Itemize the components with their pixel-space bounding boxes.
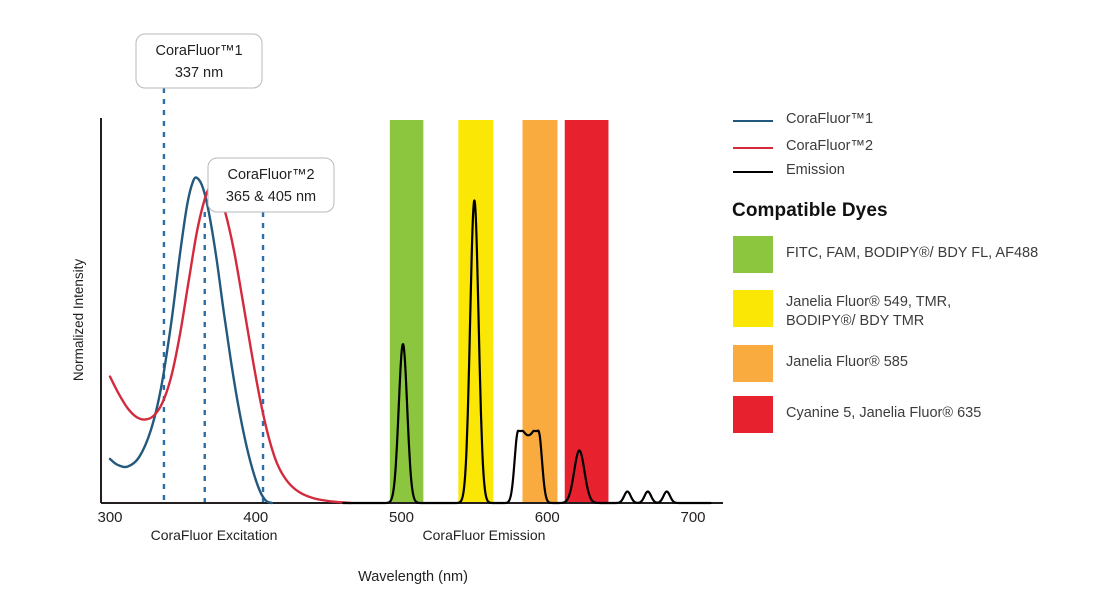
- caption-excitation: CoraFluor Excitation: [151, 527, 278, 543]
- marker-dashed-lines: [162, 88, 265, 503]
- y-axis-title: Normalized Intensity: [71, 259, 86, 382]
- x-axis-title: Wavelength (nm): [358, 569, 468, 585]
- curve-corafluor1: [108, 176, 273, 505]
- x-tick-500: 500: [389, 509, 414, 526]
- dye-label-0: FITC, FAM, BODIPY®/ BDY FL, AF488: [786, 245, 1039, 261]
- legend-label-2: Emission: [786, 162, 845, 178]
- dye-swatch-2: [733, 345, 773, 382]
- callout-2-line1: CoraFluor™2: [227, 167, 314, 183]
- dye-swatch-3: [733, 396, 773, 433]
- legend-line-1: [733, 147, 773, 149]
- x-tick-300: 300: [97, 509, 122, 526]
- caption-emission: CoraFluor Emission: [423, 527, 546, 543]
- color-bands: [389, 120, 609, 503]
- curve-emission: [342, 199, 712, 505]
- callout-box-1: [135, 33, 263, 89]
- legend-label-0: CoraFluor™1: [786, 111, 874, 127]
- red-band: [564, 120, 609, 503]
- dye-swatch-1: [733, 290, 773, 327]
- compatible-dyes-heading: Compatible Dyes: [732, 200, 888, 221]
- callout-1-line1: CoraFluor™1: [155, 43, 242, 59]
- x-tick-400: 400: [243, 509, 268, 526]
- dye-label-3: Cyanine 5, Janelia Fluor® 635: [786, 405, 982, 421]
- legend-line-0: [733, 120, 773, 122]
- callout-2-line2: 365 & 405 nm: [226, 189, 316, 205]
- x-tick-labels: 300 400 500 600 700: [97, 509, 705, 526]
- callout-coraflour2: CoraFluor™2 365 & 405 nm: [207, 157, 335, 213]
- x-tick-600: 600: [535, 509, 560, 526]
- callout-1-line2: 337 nm: [175, 65, 223, 81]
- callout-coraflour1: CoraFluor™1 337 nm: [135, 33, 263, 89]
- legend-label-1: CoraFluor™2: [786, 138, 874, 154]
- legend-line-2: [733, 171, 773, 173]
- green-band: [389, 120, 424, 503]
- yellow-band: [458, 120, 494, 503]
- callout-box-2: [207, 157, 335, 213]
- x-tick-700: 700: [680, 509, 705, 526]
- dye-label-1: Janelia Fluor® 549, TMR, BODIPY®/ BDY TM…: [786, 294, 952, 329]
- dye-swatch-0: [733, 236, 773, 273]
- dye-label-2: Janelia Fluor® 585: [786, 354, 908, 370]
- curve-corafluor2: [108, 184, 352, 505]
